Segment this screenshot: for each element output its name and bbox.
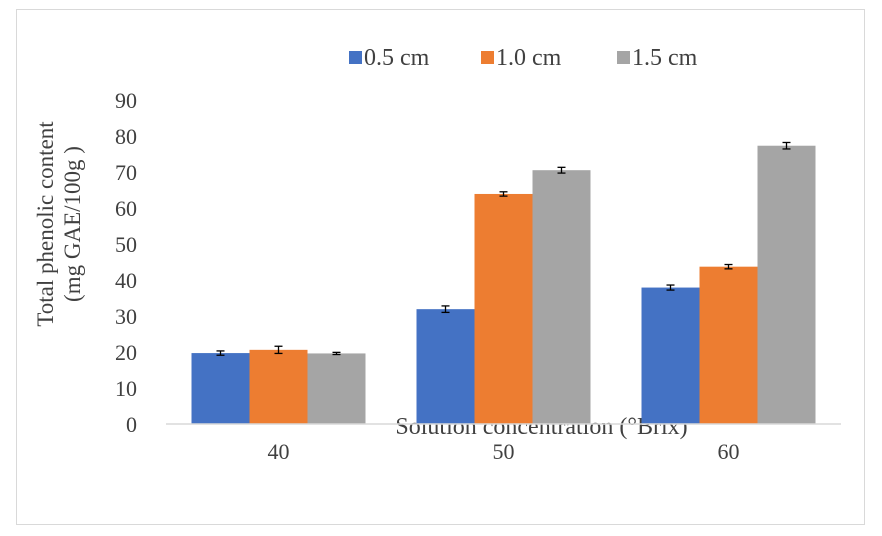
x-tick-label: 60 [718, 439, 740, 464]
bar [416, 309, 475, 424]
bar [249, 349, 308, 424]
y-axis-label-line-2: (mg GAE/100g ) [60, 146, 85, 302]
x-axis-ticks: 40 50 60 [268, 439, 740, 464]
x-tick-label: 40 [268, 439, 290, 464]
error-bar [557, 166, 566, 174]
y-tick-label: 80 [115, 124, 137, 149]
error-bar [441, 305, 450, 314]
legend-label: 0.5 cm [364, 45, 430, 71]
chart-frame: 0.5 cm 1.0 cm 1.5 cm 0 10 20 30 40 50 60 70 80 90 S… [16, 9, 865, 525]
bar [191, 353, 250, 424]
error-bar [782, 141, 791, 150]
bar [757, 145, 816, 424]
legend-label: 1.0 cm [496, 45, 562, 71]
y-tick-label: 0 [126, 412, 137, 437]
legend-item: 1.0 cm [481, 45, 562, 71]
bar [641, 287, 700, 424]
y-tick-label: 60 [115, 196, 137, 221]
y-tick-label: 70 [115, 160, 137, 185]
legend-swatch [481, 51, 494, 64]
error-bar [332, 351, 341, 356]
legend-item: 1.5 cm [617, 45, 698, 71]
legend-item: 0.5 cm [349, 45, 430, 71]
legend-label: 1.5 cm [632, 45, 698, 71]
bar [307, 353, 366, 424]
error-bar [724, 263, 733, 270]
y-axis-label-line-1: Total phenolic content [33, 121, 58, 327]
y-tick-label: 30 [115, 304, 137, 329]
bar [532, 170, 591, 424]
bar [474, 193, 533, 424]
error-bar [666, 284, 675, 291]
y-tick-label: 90 [115, 88, 137, 113]
y-axis-ticks: 0 10 20 30 40 50 60 70 80 90 [115, 88, 137, 437]
y-tick-label: 50 [115, 232, 137, 257]
legend: 0.5 cm 1.0 cm 1.5 cm [349, 45, 698, 71]
y-tick-label: 20 [115, 340, 137, 365]
legend-swatch [617, 51, 630, 64]
error-bar [499, 191, 508, 197]
bar [699, 266, 758, 424]
y-tick-label: 10 [115, 376, 137, 401]
error-bar [216, 350, 225, 356]
legend-swatch [349, 51, 362, 64]
bars [191, 141, 816, 424]
error-bar [274, 345, 283, 355]
y-tick-label: 40 [115, 268, 137, 293]
x-tick-label: 50 [493, 439, 515, 464]
